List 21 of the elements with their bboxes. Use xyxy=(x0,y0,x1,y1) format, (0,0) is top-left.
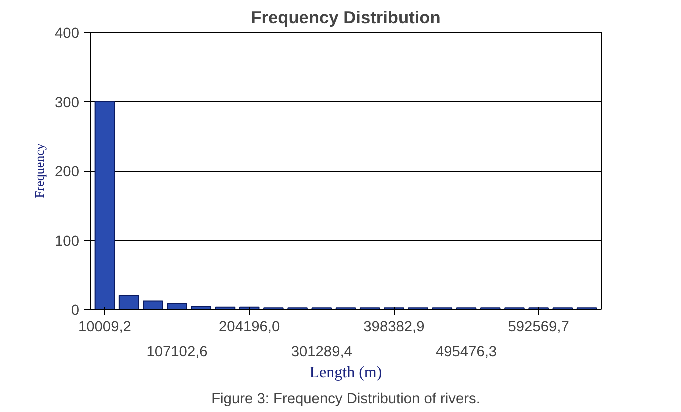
y-tick-label: 100 xyxy=(55,234,80,250)
bar xyxy=(167,303,188,310)
bar xyxy=(143,300,164,310)
y-axis-title: Frequency xyxy=(32,143,48,198)
y-tick-label: 400 xyxy=(55,26,80,42)
x-tick-label: 398382,9 xyxy=(364,320,425,336)
x-tick-label: 204196,0 xyxy=(219,320,280,336)
y-tick-label: 0 xyxy=(71,303,80,319)
y-tick-label: 300 xyxy=(55,95,80,112)
bar xyxy=(94,101,116,310)
x-tick-label: 301289,4 xyxy=(291,344,352,360)
x-tick-label: 495476,3 xyxy=(436,344,498,360)
x-axis-title: Length (m) xyxy=(310,364,382,382)
bar xyxy=(191,306,212,310)
y-tick-label: 200 xyxy=(55,164,80,180)
chart-title: Frequency Distribution xyxy=(251,8,441,28)
x-tick-label: 107102,6 xyxy=(146,344,208,360)
caption: Figure 3: Frequency Distribution of rivers. xyxy=(212,392,480,408)
x-tick-label: 592569,7 xyxy=(508,320,570,336)
bar xyxy=(118,295,140,310)
x-tick-label: 10009,2 xyxy=(78,320,132,336)
